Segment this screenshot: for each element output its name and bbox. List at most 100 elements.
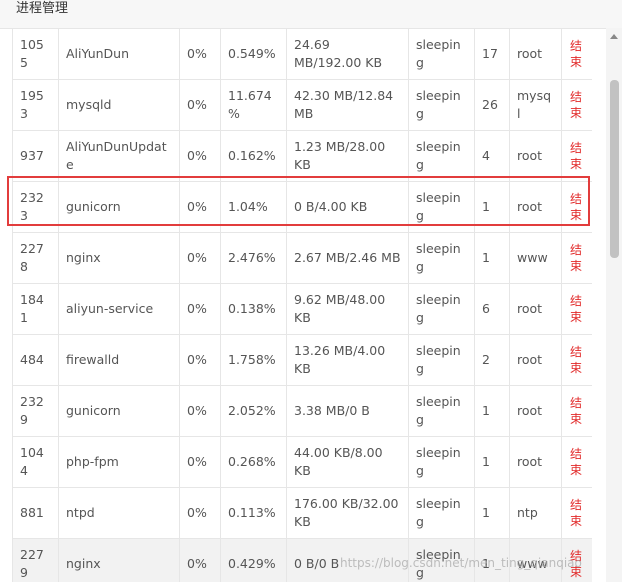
end-process-button[interactable]: 结束 xyxy=(570,294,583,324)
user-cell: ntp xyxy=(509,487,562,539)
end-process-button[interactable]: 结束 xyxy=(570,39,583,69)
pid-cell: 1055 xyxy=(12,28,59,80)
name-cell: aliyun-service xyxy=(58,283,180,335)
action-cell: 结束 xyxy=(561,436,592,488)
name-cell: gunicorn xyxy=(58,181,180,233)
process-row: 2323 gunicorn 0% 1.04% 0 B/4.00 KB sleeping 1 r… xyxy=(12,181,592,233)
io-cell: 2.67 MB/2.46 MB xyxy=(286,232,409,284)
end-process-button[interactable]: 结束 xyxy=(570,90,583,120)
memory-cell: 0.138% xyxy=(220,283,287,335)
threads-cell: 6 xyxy=(474,283,510,335)
user-cell: root xyxy=(509,334,562,386)
pid-cell: 1044 xyxy=(12,436,59,488)
action-cell: 结束 xyxy=(561,538,592,582)
cpu-cell: 0% xyxy=(179,385,221,437)
status-cell: sleeping xyxy=(408,334,475,386)
status-cell: sleeping xyxy=(408,232,475,284)
name-cell: gunicorn xyxy=(58,385,180,437)
scrollbar-thumb[interactable] xyxy=(610,80,619,258)
cpu-cell: 0% xyxy=(179,181,221,233)
process-row: 937 AliYunDunUpdate 0% 0.162% 1.23 MB/28.00 … xyxy=(12,130,592,182)
action-cell: 结束 xyxy=(561,334,592,386)
user-cell: root xyxy=(509,130,562,182)
pid-cell: 1841 xyxy=(12,283,59,335)
end-process-button[interactable]: 结束 xyxy=(570,549,583,579)
pid-cell: 2279 xyxy=(12,538,59,582)
memory-cell: 0.429% xyxy=(220,538,287,582)
status-cell: sleeping xyxy=(408,487,475,539)
end-process-button[interactable]: 结束 xyxy=(570,396,583,426)
io-cell: 24.69 MB/192.00 KB xyxy=(286,28,409,80)
action-cell: 结束 xyxy=(561,487,592,539)
pid-cell: 484 xyxy=(12,334,59,386)
io-cell: 44.00 KB/8.00 KB xyxy=(286,436,409,488)
memory-cell: 0.549% xyxy=(220,28,287,80)
action-cell: 结束 xyxy=(561,385,592,437)
process-table-container[interactable]: 1055 AliYunDun 0% 0.549% 24.69 MB/192.00 KB s… xyxy=(12,28,592,582)
threads-cell: 17 xyxy=(474,28,510,80)
end-process-button[interactable]: 结束 xyxy=(570,141,583,171)
io-cell: 1.23 MB/28.00 KB xyxy=(286,130,409,182)
io-cell: 0 B/0 B xyxy=(286,538,409,582)
action-cell: 结束 xyxy=(561,181,592,233)
status-cell: sleeping xyxy=(408,28,475,80)
name-cell: nginx xyxy=(58,232,180,284)
process-row: 881 ntpd 0% 0.113% 176.00 KB/32.00 KB sleepin… xyxy=(12,487,592,539)
pid-cell: 937 xyxy=(12,130,59,182)
user-cell: mysql xyxy=(509,79,562,131)
memory-cell: 1.758% xyxy=(220,334,287,386)
status-cell: sleeping xyxy=(408,283,475,335)
action-cell: 结束 xyxy=(561,79,592,131)
vertical-scrollbar[interactable] xyxy=(606,28,622,582)
status-cell: sleeping xyxy=(408,79,475,131)
cpu-cell: 0% xyxy=(179,487,221,539)
process-row: 484 firewalld 0% 1.758% 13.26 MB/4.00 KB slee… xyxy=(12,334,592,386)
end-process-button[interactable]: 结束 xyxy=(570,498,583,528)
user-cell: root xyxy=(509,385,562,437)
end-process-button[interactable]: 结束 xyxy=(570,243,583,273)
action-cell: 结束 xyxy=(561,28,592,80)
process-row: 2278 nginx 0% 2.476% 2.67 MB/2.46 MB sleeping… xyxy=(12,232,592,284)
action-cell: 结束 xyxy=(561,283,592,335)
name-cell: mysqld xyxy=(58,79,180,131)
threads-cell: 1 xyxy=(474,538,510,582)
user-cell: root xyxy=(509,436,562,488)
status-cell: sleeping xyxy=(408,538,475,582)
threads-cell: 4 xyxy=(474,130,510,182)
threads-cell: 26 xyxy=(474,79,510,131)
cpu-cell: 0% xyxy=(179,538,221,582)
name-cell: firewalld xyxy=(58,334,180,386)
pid-cell: 1953 xyxy=(12,79,59,131)
scroll-up-arrow-icon[interactable] xyxy=(610,34,618,39)
io-cell: 3.38 MB/0 B xyxy=(286,385,409,437)
pid-cell: 881 xyxy=(12,487,59,539)
status-cell: sleeping xyxy=(408,385,475,437)
end-process-button[interactable]: 结束 xyxy=(570,447,583,477)
process-row: 1841 aliyun-service 0% 0.138% 9.62 MB/48.00 … xyxy=(12,283,592,335)
user-cell: root xyxy=(509,181,562,233)
dialog-title-bar: 进程管理 xyxy=(0,0,622,29)
cpu-cell: 0% xyxy=(179,130,221,182)
process-row: 1953 mysqld 0% 11.674% 42.30 MB/12.84 MB slee… xyxy=(12,79,592,131)
process-row: 1044 php-fpm 0% 0.268% 44.00 KB/8.00 KB sleep… xyxy=(12,436,592,488)
name-cell: AliYunDun xyxy=(58,28,180,80)
status-cell: sleeping xyxy=(408,436,475,488)
threads-cell: 1 xyxy=(474,181,510,233)
name-cell: nginx xyxy=(58,538,180,582)
memory-cell: 0.113% xyxy=(220,487,287,539)
io-cell: 42.30 MB/12.84 MB xyxy=(286,79,409,131)
name-cell: ntpd xyxy=(58,487,180,539)
user-cell: www xyxy=(509,232,562,284)
process-table-body: 1055 AliYunDun 0% 0.549% 24.69 MB/192.00 KB s… xyxy=(12,28,592,582)
status-cell: sleeping xyxy=(408,181,475,233)
memory-cell: 2.476% xyxy=(220,232,287,284)
io-cell: 9.62 MB/48.00 KB xyxy=(286,283,409,335)
name-cell: php-fpm xyxy=(58,436,180,488)
pid-cell: 2278 xyxy=(12,232,59,284)
end-process-button[interactable]: 结束 xyxy=(570,192,583,222)
end-process-button[interactable]: 结束 xyxy=(570,345,583,375)
threads-cell: 1 xyxy=(474,385,510,437)
action-cell: 结束 xyxy=(561,130,592,182)
io-cell: 13.26 MB/4.00 KB xyxy=(286,334,409,386)
